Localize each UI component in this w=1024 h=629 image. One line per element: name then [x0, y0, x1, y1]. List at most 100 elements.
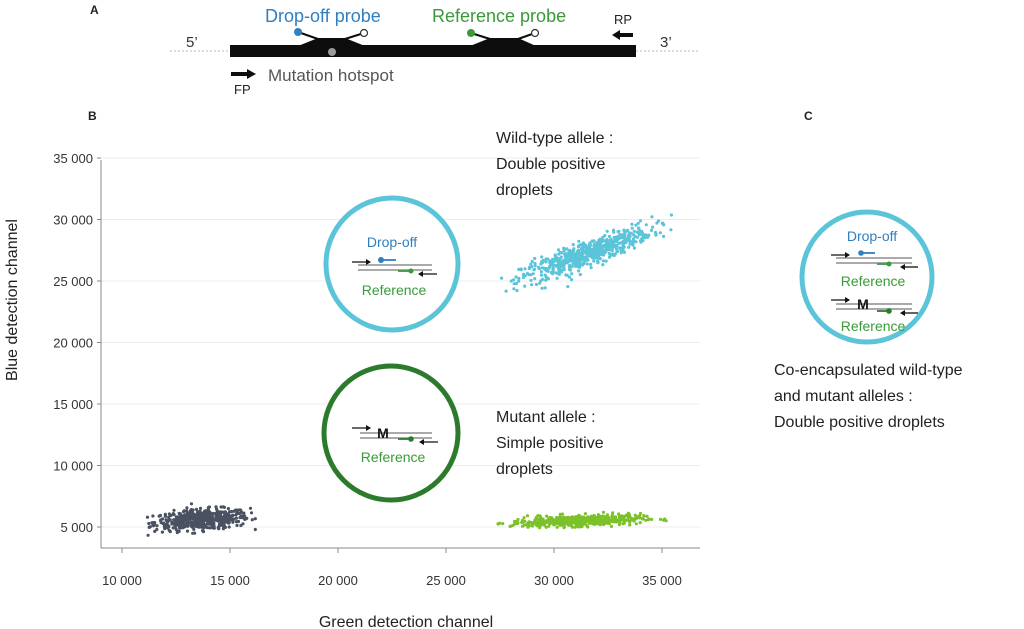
data-point: [203, 524, 207, 529]
data-point: [611, 511, 615, 515]
mutant-annotation-line3: droplets: [496, 461, 553, 478]
data-point: [540, 286, 544, 290]
y-tick-label: 20 000: [53, 336, 93, 351]
mutant-droplet-circle: [321, 363, 461, 503]
data-point: [566, 516, 570, 520]
data-point: [530, 524, 535, 528]
data-point: [576, 249, 580, 253]
data-point: [512, 287, 516, 291]
data-point: [145, 515, 150, 519]
data-point: [621, 248, 625, 252]
data-point: [496, 522, 500, 526]
data-point: [200, 511, 204, 516]
data-point: [619, 233, 623, 237]
data-point: [598, 248, 602, 252]
y-axis-title: Blue detection channel: [4, 219, 21, 381]
data-point: [164, 518, 168, 522]
data-point: [556, 248, 561, 252]
mutant-annotation-line1: Mutant allele :: [496, 409, 596, 426]
data-point: [244, 517, 248, 521]
data-point: [185, 506, 189, 510]
data-point: [590, 517, 594, 522]
data-point: [573, 525, 577, 529]
data-point: [588, 519, 592, 524]
data-point: [603, 239, 607, 243]
data-point: [557, 272, 561, 276]
data-point: [155, 527, 159, 532]
data-point: [596, 513, 601, 517]
x-tick-label: 25 000: [426, 573, 466, 588]
data-point: [574, 255, 578, 259]
data-point: [614, 239, 618, 243]
rp-arrow: [612, 30, 633, 40]
panel-label-a: A: [90, 3, 99, 17]
data-point: [522, 516, 526, 520]
mut-circle-reference-label: Reference: [361, 449, 426, 465]
data-point: [533, 264, 537, 268]
data-point: [610, 245, 614, 249]
axes: [97, 157, 700, 553]
data-point: [194, 524, 198, 528]
data-point: [555, 276, 559, 280]
data-point: [183, 524, 187, 528]
data-point: [575, 521, 579, 525]
reference-probe-shape: [467, 28, 540, 46]
data-point: [550, 519, 554, 523]
data-point: [216, 526, 220, 530]
data-point: [614, 515, 618, 519]
dropoff-probe-shape: [294, 28, 369, 56]
data-point: [550, 263, 554, 267]
data-point: [592, 514, 596, 518]
data-point: [578, 272, 582, 277]
data-point: [633, 513, 637, 517]
data-point: [208, 517, 212, 521]
data-point: [197, 515, 201, 519]
data-point: [624, 240, 628, 244]
data-point: [614, 518, 618, 522]
data-point: [605, 229, 609, 233]
data-point: [570, 278, 574, 282]
data-point: [601, 259, 606, 263]
wildtype-droplet-circle: [323, 195, 461, 333]
data-point: [522, 272, 526, 276]
coenc-annotation-line1: Co-encapsulated wild-type: [774, 362, 963, 379]
coencapsulated-annotation: Co-encapsulated wild-type and mutant all…: [774, 362, 963, 431]
data-point: [530, 259, 534, 264]
data-point: [540, 260, 544, 264]
data-point: [562, 249, 566, 253]
data-point: [607, 519, 611, 523]
data-point: [514, 281, 519, 286]
data-point: [558, 512, 562, 517]
data-point: [545, 269, 549, 273]
data-point: [160, 530, 164, 534]
data-point: [592, 259, 596, 263]
data-point: [562, 526, 566, 530]
data-point: [630, 518, 634, 522]
coenc-annotation-line3: Double positive droplets: [774, 414, 945, 431]
panel-label-b: B: [88, 109, 97, 123]
data-point: [586, 258, 590, 262]
c-circle-marker: M: [857, 296, 869, 312]
data-point: [573, 258, 577, 262]
data-point: [581, 263, 585, 267]
data-point: [592, 239, 596, 243]
reference-probe-label: Reference probe: [432, 6, 566, 26]
data-point: [623, 231, 627, 235]
data-point: [550, 516, 554, 520]
data-point: [249, 511, 254, 515]
data-point: [585, 255, 589, 259]
data-point: [589, 262, 593, 266]
data-point: [539, 520, 543, 524]
data-point: [537, 522, 541, 526]
data-point: [217, 514, 221, 518]
y-tick-label: 25 000: [53, 274, 93, 289]
data-point: [578, 515, 583, 519]
data-point: [577, 269, 581, 273]
data-point: [558, 515, 562, 519]
data-point: [211, 511, 215, 516]
data-point: [207, 505, 211, 509]
data-point: [172, 508, 176, 512]
data-point: [614, 247, 619, 251]
data-point: [185, 511, 189, 515]
data-point: [192, 517, 196, 521]
